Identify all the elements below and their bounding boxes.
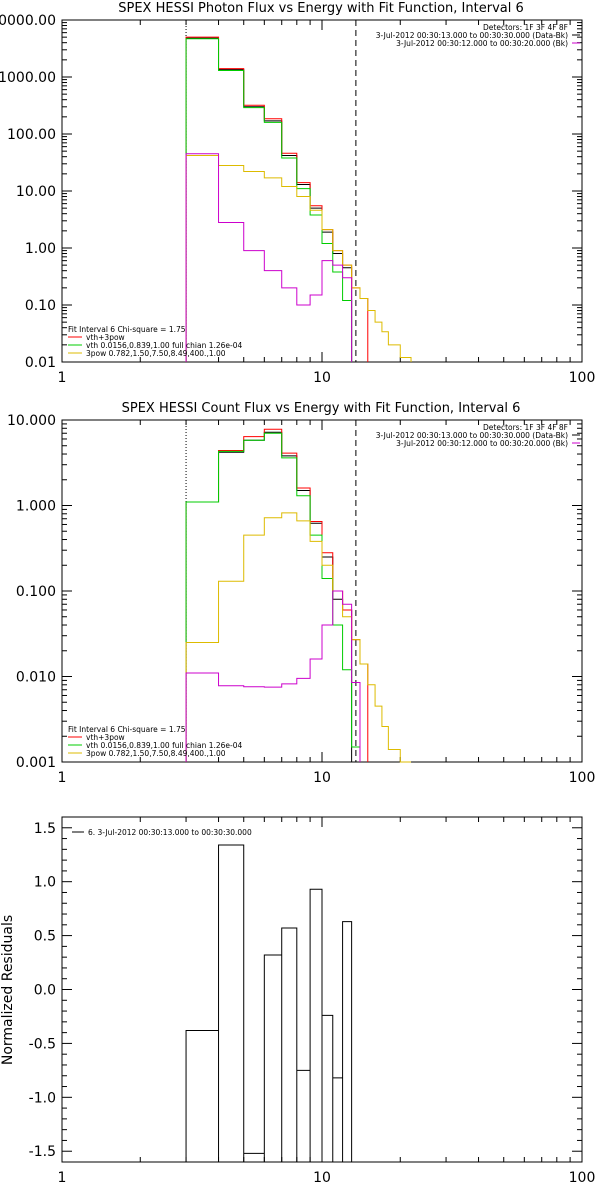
y-tick-label: 1000.00 (0, 70, 56, 86)
legend-fit-header: Fit Interval 6 Chi-square = 1.75 (68, 325, 186, 334)
count-flux-panel: SPEX HESSI Count Flux vs Energy with Fit… (7, 401, 595, 786)
plot-frame (61, 19, 583, 363)
y-tick-label: 0.01 (25, 355, 56, 371)
residuals-ylabel: Normalized Residuals (0, 915, 16, 1065)
legend-fit-entry: vth+3pow (86, 733, 125, 742)
y-tick-label: 0.0 (34, 983, 56, 999)
x-tick-label: 100 (569, 370, 596, 386)
legend-residual-entry: 6. 3-Jul-2012 00:30:13.000 to 00:30:30.0… (88, 828, 252, 837)
legend-topright-entry: Detectors: 1F 3F 4F 8F (483, 423, 568, 432)
y-tick-label: 1.00 (25, 241, 56, 257)
legend-topright-entry: 3-Jul-2012 00:30:12.000 to 00:30:20.000 … (396, 439, 568, 448)
legend-fit-entry: 3pow 0.782,1.50,7.50,8.49,400.,1.00 (86, 749, 226, 758)
series-vth-3pow-steps (185, 428, 369, 762)
x-tick-label: 10 (313, 1170, 331, 1186)
legend-fit-entry: vth 0.0156,0.839,1.00 full chian 1.26e-0… (86, 341, 243, 350)
series-data-bk-steps (185, 37, 353, 362)
legend-topright-entry: 3-Jul-2012 00:30:13.000 to 00:30:30.000 … (376, 431, 568, 440)
y-tick-label: 1.000 (16, 499, 56, 515)
x-tick-label: 100 (569, 770, 596, 786)
series-bk-steps (185, 590, 361, 762)
y-tick-label: 10.00 (16, 184, 56, 200)
series-bk-steps (185, 153, 353, 362)
series-vth-steps (185, 432, 361, 762)
y-tick-label: 0.100 (16, 584, 56, 600)
y-tick-label: 1.5 (34, 821, 56, 837)
y-tick-label: -0.5 (29, 1036, 56, 1052)
x-tick-label: 10 (313, 370, 331, 386)
x-tick-label: 1 (58, 370, 67, 386)
y-tick-label: 0.5 (34, 929, 56, 945)
series-3pow-steps (185, 154, 412, 362)
photon-flux-panel: SPEX HESSI Photon Flux vs Energy with Fi… (0, 1, 595, 386)
legend-topright-entry: 3-Jul-2012 00:30:12.000 to 00:30:20.000 … (396, 39, 568, 48)
y-tick-label: 0.10 (25, 298, 56, 314)
y-tick-label: 0.001 (16, 755, 56, 771)
y-tick-label: 1.0 (34, 875, 56, 891)
y-tick-label: 100.00 (7, 127, 56, 143)
y-tick-label: 10.000 (7, 413, 56, 429)
legend-fit-entry: vth+3pow (86, 333, 125, 342)
count-flux-title: SPEX HESSI Count Flux vs Energy with Fit… (122, 401, 521, 416)
y-tick-label: -1.0 (29, 1090, 56, 1106)
series-vth-3pow-steps (185, 36, 369, 362)
residual-steps (185, 844, 353, 1162)
legend-fit-header: Fit Interval 6 Chi-square = 1.75 (68, 725, 186, 734)
legend-fit-entry: 3pow 0.782,1.50,7.50,8.49,400.,1.00 (86, 349, 226, 358)
series-data-bk-steps (185, 431, 353, 762)
plot-frame (61, 419, 583, 763)
residuals-panel: Normalized Residuals 1 10 100 -1.5 -1.0 -0.5 0… (0, 816, 596, 1186)
x-tick-label: 10 (313, 770, 331, 786)
legend-topright-entry: Detectors: 1F 3F 4F 8F (483, 23, 568, 32)
y-tick-label: 10000.00 (0, 13, 56, 29)
x-tick-label: 100 (569, 1170, 596, 1186)
y-tick-label: -1.5 (29, 1144, 56, 1160)
legend-topright-entry: 3-Jul-2012 00:30:13.000 to 00:30:30.000 … (376, 31, 568, 40)
series-vth-steps (185, 38, 353, 362)
y-tick-label: 0.010 (16, 670, 56, 686)
photon-flux-title: SPEX HESSI Photon Flux vs Energy with Fi… (118, 1, 524, 16)
legend-fit-entry: vth 0.0156,0.839,1.00 full chian 1.26e-0… (86, 741, 243, 750)
x-tick-label: 1 (58, 770, 67, 786)
x-tick-label: 1 (58, 1170, 67, 1186)
series-3pow-steps (185, 512, 412, 763)
